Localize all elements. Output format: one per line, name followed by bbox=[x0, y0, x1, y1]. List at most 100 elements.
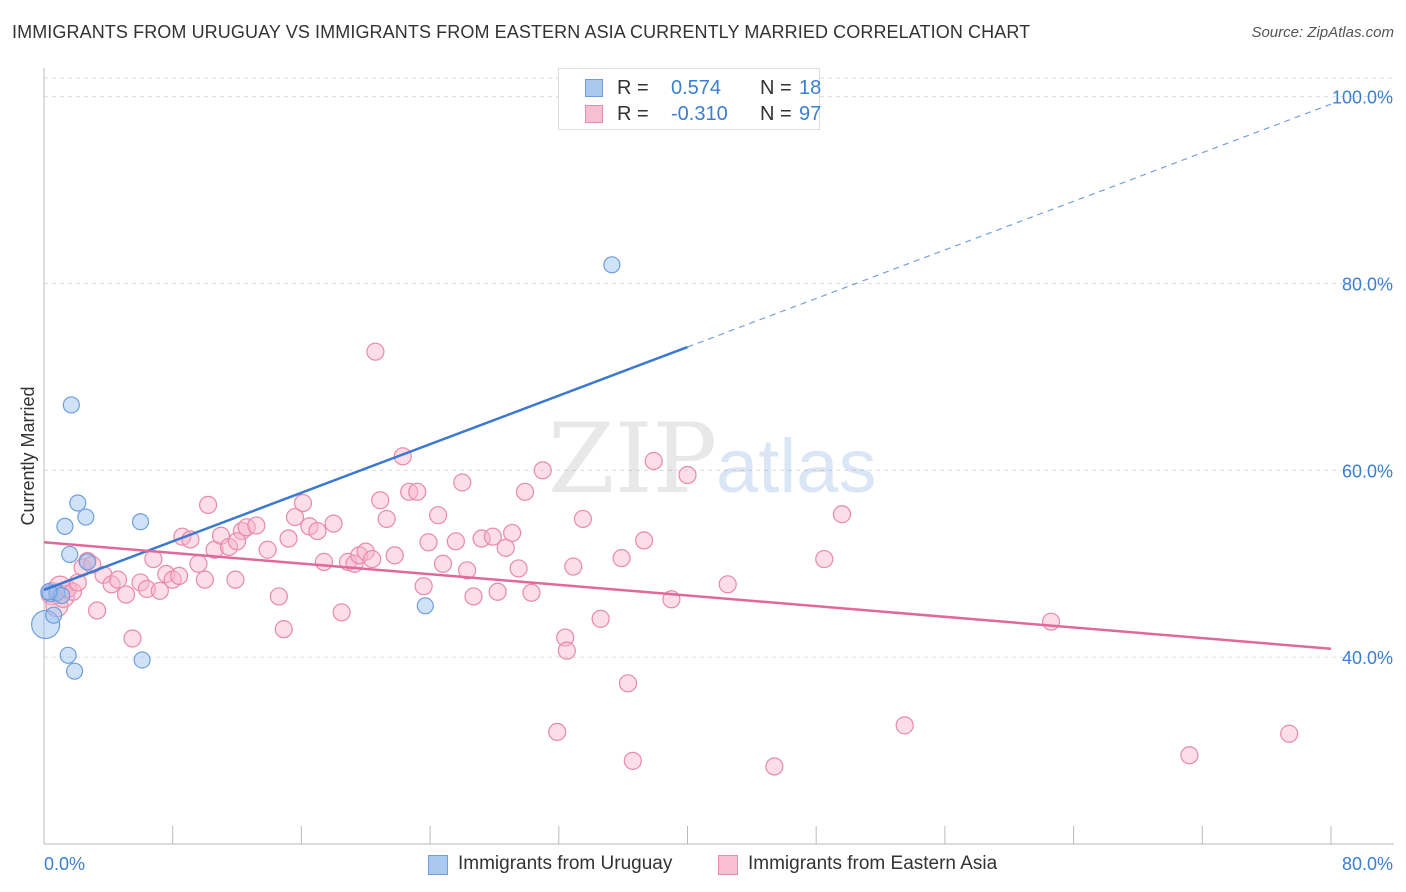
data-point-eastern-asia bbox=[612, 549, 631, 568]
data-point-uruguay bbox=[65, 662, 84, 680]
data-point-uruguay bbox=[53, 586, 71, 605]
data-point-eastern-asia bbox=[522, 583, 541, 602]
data-point-eastern-asia bbox=[227, 532, 247, 551]
watermark-zip: ZIP bbox=[548, 403, 717, 515]
n-label: N = bbox=[760, 77, 792, 99]
data-point-eastern-asia bbox=[274, 620, 293, 639]
data-point-eastern-asia bbox=[258, 540, 277, 559]
n-label: N = bbox=[760, 103, 792, 125]
data-point-eastern-asia bbox=[150, 581, 169, 600]
trend-line-eastern-asia bbox=[43, 541, 1332, 651]
correlation-legend: R = 0.574 N = 18 R = -0.310 N = 97 bbox=[558, 68, 822, 130]
data-point-eastern-asia bbox=[503, 523, 522, 543]
data-point-uruguay bbox=[69, 494, 87, 512]
data-point-eastern-asia bbox=[198, 495, 218, 515]
data-point-eastern-asia bbox=[170, 566, 189, 586]
data-point-uruguay bbox=[59, 646, 77, 664]
data-point-eastern-asia bbox=[678, 465, 697, 485]
data-point-eastern-asia bbox=[324, 514, 343, 533]
chart-title: IMMIGRANTS FROM URUGUAY VS IMMIGRANTS FR… bbox=[12, 22, 1031, 42]
data-point-eastern-asia bbox=[895, 716, 914, 735]
data-point-eastern-asia bbox=[87, 601, 107, 620]
y-tick-label: 100.0% bbox=[1332, 88, 1393, 108]
data-point-uruguay bbox=[45, 606, 63, 624]
data-point-eastern-asia bbox=[308, 521, 327, 541]
data-point-eastern-asia bbox=[533, 461, 552, 480]
data-point-uruguay bbox=[603, 256, 621, 274]
r-label: R = bbox=[617, 77, 649, 99]
data-point-eastern-asia bbox=[144, 549, 163, 569]
data-point-eastern-asia bbox=[488, 582, 507, 601]
trend-line-uruguay bbox=[43, 345, 688, 592]
data-point-eastern-asia bbox=[123, 629, 142, 648]
data-point-eastern-asia bbox=[414, 577, 433, 596]
legend-swatch-eastern-asia bbox=[718, 855, 738, 875]
n-value: 97 bbox=[799, 103, 822, 125]
legend-label-uruguay: Immigrants from Uruguay bbox=[458, 853, 673, 874]
r-label: R = bbox=[617, 103, 649, 125]
data-point-eastern-asia bbox=[371, 491, 390, 510]
data-point-eastern-asia bbox=[446, 532, 465, 551]
data-point-eastern-asia bbox=[815, 549, 834, 569]
data-point-eastern-asia bbox=[108, 570, 128, 589]
trend-lines bbox=[43, 103, 1332, 651]
data-point-eastern-asia bbox=[464, 587, 483, 606]
data-point-eastern-asia bbox=[226, 570, 245, 589]
legend-label-eastern-asia: Immigrants from Eastern Asia bbox=[748, 853, 998, 874]
data-point-eastern-asia bbox=[573, 509, 593, 529]
data-point-eastern-asia bbox=[377, 509, 396, 529]
data-point-eastern-asia bbox=[623, 751, 642, 770]
data-point-eastern-asia bbox=[644, 451, 663, 471]
data-point-eastern-asia bbox=[285, 507, 305, 527]
data-point-eastern-asia bbox=[458, 561, 477, 580]
data-point-eastern-asia bbox=[433, 554, 453, 573]
data-point-eastern-asia bbox=[591, 609, 610, 628]
tick-labels: 40.0% 60.0% 80.0% 100.0% 0.0% 80.0% bbox=[44, 88, 1393, 874]
data-point-eastern-asia bbox=[556, 628, 575, 647]
data-point-eastern-asia bbox=[279, 529, 298, 548]
data-point-uruguay bbox=[78, 553, 97, 571]
y-tick-label: 60.0% bbox=[1342, 461, 1393, 481]
data-point-eastern-asia bbox=[131, 573, 150, 592]
data-point-eastern-asia bbox=[472, 529, 491, 548]
trend-line-uruguay-extension bbox=[687, 103, 1332, 348]
legend-swatch-eastern-asia bbox=[585, 105, 603, 123]
r-value: -0.310 bbox=[671, 103, 728, 125]
data-point-uruguay bbox=[131, 513, 150, 531]
data-point-uruguay bbox=[61, 545, 79, 564]
data-point-eastern-asia bbox=[189, 554, 208, 573]
data-point-uruguay bbox=[77, 508, 95, 526]
n-value: 18 bbox=[799, 77, 822, 99]
data-point-eastern-asia bbox=[419, 533, 438, 552]
legend-swatch-uruguay bbox=[585, 79, 603, 97]
data-point-eastern-asia bbox=[195, 570, 214, 589]
axes bbox=[43, 68, 1394, 845]
series-legend: Immigrants from Uruguay Immigrants from … bbox=[0, 850, 1406, 880]
data-point-eastern-asia bbox=[483, 527, 502, 546]
data-point-eastern-asia bbox=[453, 473, 472, 492]
data-point-eastern-asia bbox=[1280, 724, 1299, 743]
data-point-uruguay bbox=[133, 651, 151, 669]
y-axis-label: Currently Married bbox=[18, 386, 38, 525]
data-point-eastern-asia bbox=[765, 757, 784, 776]
data-point-eastern-asia bbox=[618, 674, 638, 693]
watermark-atlas: atlas bbox=[716, 424, 877, 509]
data-point-eastern-asia bbox=[356, 542, 375, 561]
data-point-eastern-asia bbox=[564, 557, 583, 576]
data-point-eastern-asia bbox=[293, 493, 313, 513]
gridlines bbox=[44, 77, 1394, 658]
data-point-uruguay bbox=[416, 597, 434, 615]
legend-swatch-uruguay bbox=[428, 855, 448, 875]
data-point-eastern-asia bbox=[363, 549, 382, 569]
data-point-eastern-asia bbox=[314, 552, 334, 571]
data-point-eastern-asia bbox=[557, 641, 576, 660]
data-point-uruguay bbox=[31, 609, 61, 640]
data-point-eastern-asia bbox=[548, 722, 567, 742]
x-tick-label: 80.0% bbox=[1342, 854, 1393, 874]
data-point-uruguay bbox=[56, 517, 74, 535]
x-tick-label: 0.0% bbox=[44, 854, 85, 874]
series-uruguay-points bbox=[31, 256, 621, 680]
series-eastern-asia-points bbox=[40, 342, 1299, 776]
data-point-eastern-asia bbox=[116, 585, 136, 604]
